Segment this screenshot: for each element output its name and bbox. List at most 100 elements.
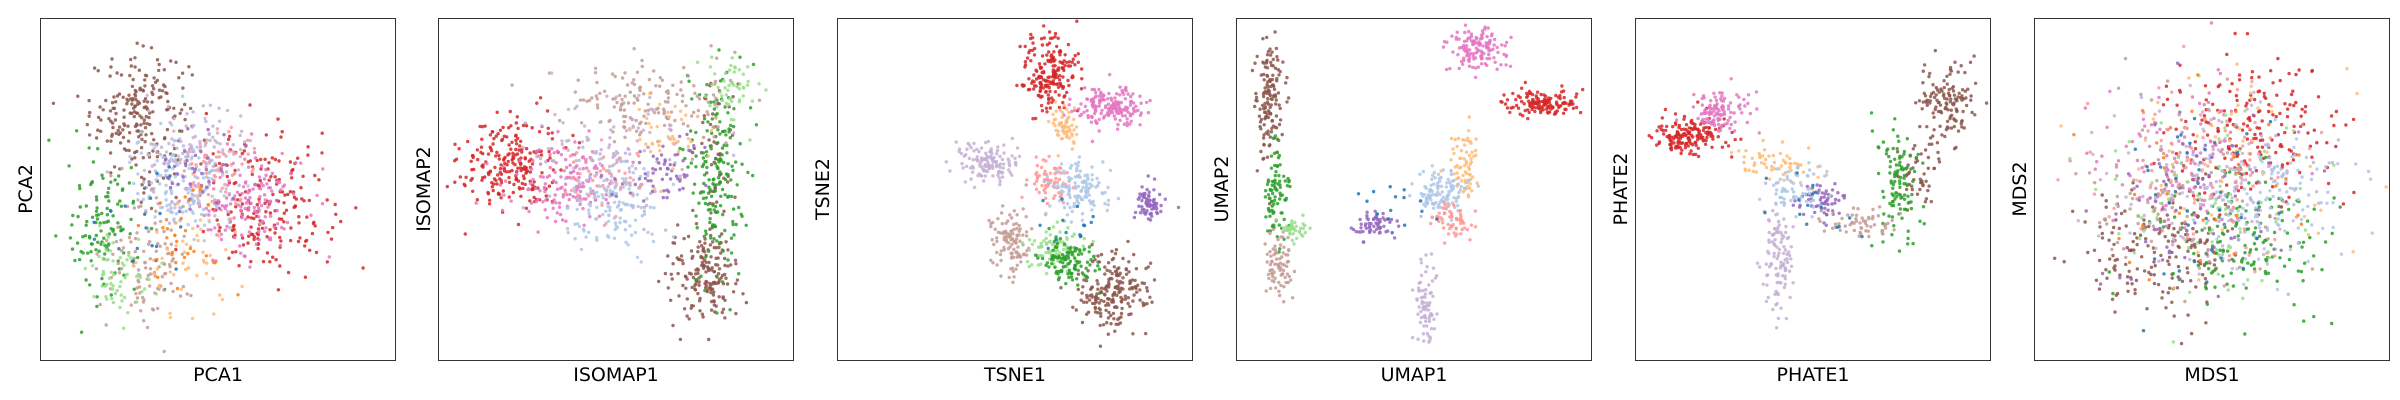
scatter-point: [259, 167, 263, 171]
scatter-point: [122, 326, 126, 330]
scatter-point: [137, 285, 142, 289]
scatter-point: [1040, 43, 1045, 47]
scatter-point: [153, 221, 157, 225]
scatter-point: [1062, 171, 1066, 176]
scatter-point: [662, 111, 666, 116]
scatter-point: [725, 282, 730, 286]
scatter-point: [1097, 101, 1102, 105]
scatter-point: [1126, 239, 1130, 244]
scatter-point: [1275, 79, 1279, 83]
scatter-point: [1051, 258, 1055, 262]
scatter-point: [154, 196, 159, 200]
scatter-point: [154, 144, 158, 148]
scatter-point: [112, 165, 117, 169]
scatter-point: [1018, 239, 1022, 243]
scatter-point: [1544, 107, 1549, 111]
scatter-point: [1076, 272, 1081, 276]
scatter-point: [1109, 104, 1114, 108]
scatter-point: [143, 126, 148, 130]
scatter-point: [1095, 279, 1099, 283]
scatter-point: [84, 223, 88, 227]
scatter-point: [107, 199, 111, 203]
scatter-point: [1468, 139, 1472, 144]
scatter-point: [647, 121, 651, 126]
scatter-point: [282, 220, 286, 224]
scatter-point: [247, 205, 251, 210]
scatter-point: [737, 98, 742, 102]
scatter-point: [1057, 199, 1062, 203]
scatter-point: [168, 265, 172, 269]
scatter-point: [154, 244, 159, 249]
scatter-point: [529, 201, 534, 205]
scatter-point: [1138, 298, 1142, 302]
scatter-point: [135, 231, 139, 235]
scatter-point: [728, 308, 732, 312]
scatter-point: [1278, 261, 1283, 265]
scatter-point: [453, 142, 457, 146]
scatter-point: [195, 274, 199, 278]
scatter-point: [83, 266, 87, 271]
scatter-point: [587, 129, 591, 133]
scatter-point: [557, 201, 562, 205]
scatter-point: [1036, 256, 1040, 260]
scatter-point: [1429, 198, 1433, 202]
scatter-point: [1442, 241, 1447, 245]
scatter-point: [1023, 63, 1028, 67]
scatter-point: [963, 180, 967, 184]
scatter-point: [167, 176, 171, 181]
scatter-point: [87, 234, 92, 239]
scatter-point: [73, 258, 77, 263]
scatter-point: [706, 100, 710, 104]
scatter-point: [1060, 185, 1064, 189]
scatter-point: [1274, 188, 1278, 192]
scatter-point: [501, 164, 506, 169]
scatter-point: [139, 309, 143, 313]
scatter-point: [559, 168, 563, 172]
scatter-point: [954, 140, 958, 144]
scatter-point: [206, 127, 210, 132]
scatter-point: [150, 187, 154, 191]
scatter-point: [578, 98, 583, 102]
scatter-point: [126, 124, 130, 128]
scatter-point: [678, 146, 682, 151]
scatter-point: [614, 214, 618, 219]
scatter-point: [1277, 293, 1282, 298]
scatter-point: [1520, 86, 1524, 90]
y-axis-label: PCA2: [15, 164, 37, 214]
scatter-point: [729, 236, 734, 240]
scatter-point: [153, 215, 157, 219]
scatter-point: [1030, 242, 1035, 246]
scatter-point: [1057, 191, 1061, 195]
scatter-point: [1075, 19, 1079, 23]
scatter-point: [1278, 247, 1282, 251]
scatter-point: [580, 140, 585, 144]
scatter-point: [1082, 236, 1086, 241]
scatter-point: [193, 219, 198, 223]
scatter-point: [100, 211, 104, 216]
scatter-point: [1508, 64, 1513, 68]
scatter-point: [174, 247, 178, 252]
series-c8: [147, 127, 279, 214]
scatter-point: [657, 161, 661, 165]
scatter-point: [1072, 108, 1077, 113]
scatter-point: [678, 179, 682, 183]
scatter-point: [642, 167, 646, 171]
scatter-point: [1062, 103, 1066, 108]
scatter-point: [986, 139, 991, 144]
scatter-point: [143, 140, 147, 144]
scatter-point: [717, 245, 721, 250]
scatter-point: [727, 127, 731, 131]
scatter-point: [578, 172, 582, 176]
scatter-point: [706, 191, 711, 195]
scatter-point: [1463, 170, 1467, 174]
scatter-point: [88, 283, 92, 287]
scatter-point: [207, 180, 211, 184]
scatter-point: [658, 102, 662, 107]
scatter-point: [1433, 176, 1437, 180]
scatter-point: [713, 186, 717, 190]
scatter-point: [1474, 137, 1478, 141]
scatter-point: [972, 185, 977, 190]
scatter-point: [132, 114, 136, 119]
scatter-point: [1057, 166, 1062, 170]
scatter-point: [696, 271, 700, 276]
